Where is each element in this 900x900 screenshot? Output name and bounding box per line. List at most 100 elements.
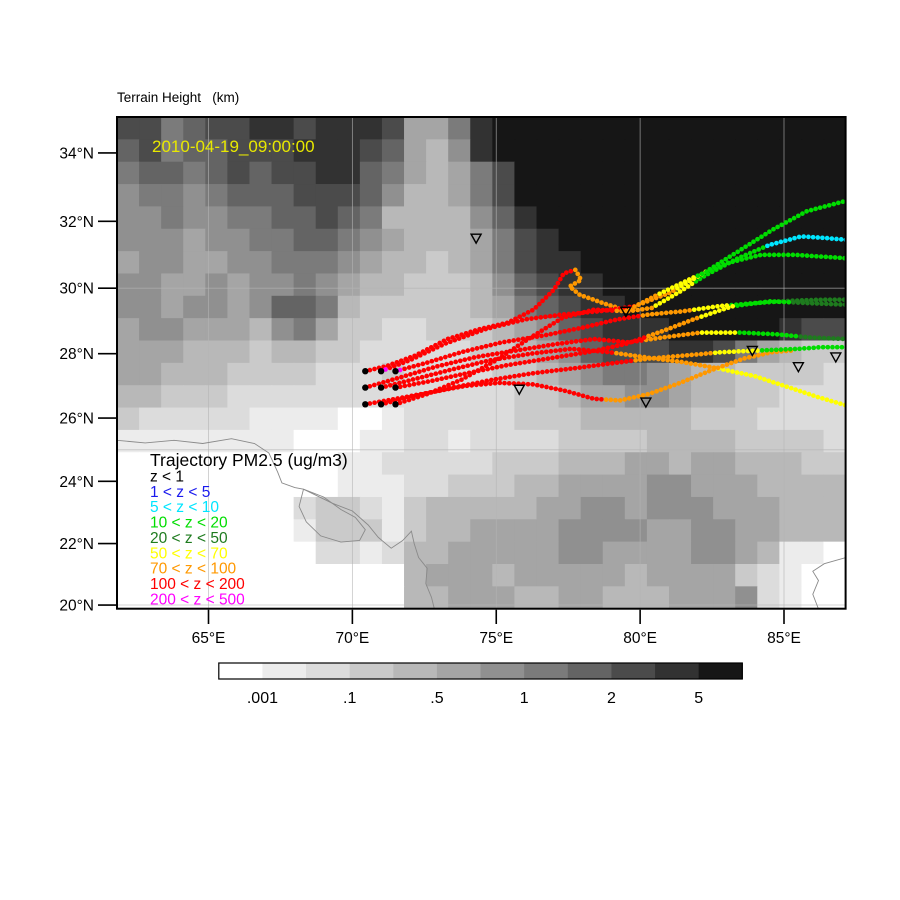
trajectory-dot: [642, 356, 648, 362]
trajectory-dot: [502, 375, 508, 381]
trajectory-dot: [470, 381, 476, 387]
terrain-cell: [404, 139, 427, 163]
terrain-cell: [580, 474, 604, 498]
trajectory-dot: [543, 295, 549, 300]
trajectory-dot: [819, 301, 824, 307]
trajectory-dot: [586, 363, 592, 369]
trajectory-dot: [755, 236, 760, 242]
terrain-cell: [492, 586, 516, 609]
trajectory-dot: [662, 334, 668, 340]
trajectory-dot: [502, 339, 507, 345]
trajectory-dot: [802, 390, 807, 395]
terrain-cell: [139, 273, 162, 297]
trajectory-dot: [742, 356, 747, 361]
trajectory-dot: [735, 303, 740, 308]
terrain-cell: [823, 407, 846, 431]
trajectory-dot: [506, 380, 512, 386]
terrain-cell: [713, 564, 736, 587]
trajectory-dot: [456, 336, 462, 341]
trajectory-dot: [825, 344, 831, 350]
terrain-cell: [713, 519, 736, 543]
terrain-cell: [117, 273, 140, 297]
terrain-cell: [293, 429, 317, 453]
terrain-cell: [492, 117, 516, 140]
terrain-cell: [359, 564, 383, 587]
trajectory-dot: [764, 347, 770, 353]
terrain-cell: [735, 117, 758, 140]
terrain-cell: [359, 452, 383, 476]
terrain-cell: [801, 318, 825, 342]
terrain-cell: [713, 496, 736, 520]
terrain-cell: [448, 407, 471, 431]
trajectory-dot: [428, 390, 434, 395]
legend-item-label: 50 < z < 70: [150, 545, 228, 562]
terrain-cell: [668, 519, 692, 543]
trajectory-dot: [632, 338, 638, 344]
terrain-cell: [823, 184, 846, 207]
terrain-cell: [735, 541, 758, 565]
trajectory-dot: [459, 377, 464, 383]
trajectory-dot: [724, 362, 730, 367]
terrain-cell: [359, 496, 383, 520]
trajectory-dot: [614, 308, 620, 314]
trajectory-dot: [648, 295, 654, 301]
terrain-cell: [315, 385, 339, 409]
terrain-cell: [271, 161, 295, 185]
trajectory-dot: [600, 362, 606, 367]
terrain-cell: [624, 429, 648, 453]
trajectory-dot: [699, 330, 705, 335]
trajectory-dot: [799, 252, 805, 258]
terrain-cell: [337, 139, 361, 163]
trajectory-dot: [817, 205, 823, 211]
terrain-cell: [271, 295, 295, 319]
terrain-cell: [558, 452, 582, 476]
terrain-cell: [735, 228, 758, 252]
trajectory-dot: [403, 373, 409, 379]
trajectory-start-dot: [377, 384, 385, 391]
trajectory-dot: [479, 360, 484, 365]
trajectory-dot: [708, 350, 713, 356]
terrain-cell: [713, 161, 736, 185]
terrain-cell: [779, 273, 803, 297]
trajectory-dot: [776, 252, 782, 258]
terrain-cell: [161, 541, 184, 565]
trajectory-dot: [572, 365, 578, 371]
site-triangle-icon: [639, 397, 653, 409]
terrain-cell: [624, 362, 648, 386]
x-axis: 65°E 70°E 75°E 80°E 85°E: [192, 609, 801, 647]
trajectory-dot: [604, 349, 610, 355]
trajectory-dot: [478, 328, 484, 333]
trajectory-dot: [623, 352, 629, 357]
trajectory-dot: [412, 370, 418, 376]
colorbar-tick-label: 5: [694, 690, 703, 707]
trajectory-dot: [530, 382, 536, 387]
terrain-cell: [161, 586, 184, 609]
terrain-cell: [381, 139, 405, 163]
trajectory-dot: [515, 343, 521, 349]
legend-item-label: 1 < z < 5: [150, 484, 210, 501]
trajectory-dot: [480, 353, 486, 359]
trajectory-dot: [781, 252, 786, 258]
terrain-cell: [426, 318, 449, 342]
terrain-cell: [823, 519, 846, 543]
trajectory-dot: [732, 330, 738, 335]
trajectory-dot: [712, 309, 718, 315]
trajectory-dot: [566, 328, 572, 333]
trajectory-start-dot: [362, 368, 369, 375]
trajectory-dot: [420, 393, 425, 398]
terrain-cell: [448, 474, 471, 498]
trajectory-dot: [510, 320, 516, 325]
terrain-cell: [227, 385, 251, 409]
terrain-cell: [205, 586, 228, 609]
terrain-cell: [448, 273, 471, 297]
terrain-cell: [602, 228, 626, 252]
trajectory-dot: [613, 397, 618, 403]
terrain-cell: [183, 318, 206, 342]
trajectory-dot: [548, 348, 554, 354]
trajectory-dot: [543, 349, 549, 355]
trajectory-dot: [829, 236, 835, 241]
trajectory-dot: [609, 360, 615, 366]
terrain-cell: [514, 496, 538, 520]
trajectory-dot: [599, 396, 604, 402]
trajectory-dot: [442, 368, 448, 374]
